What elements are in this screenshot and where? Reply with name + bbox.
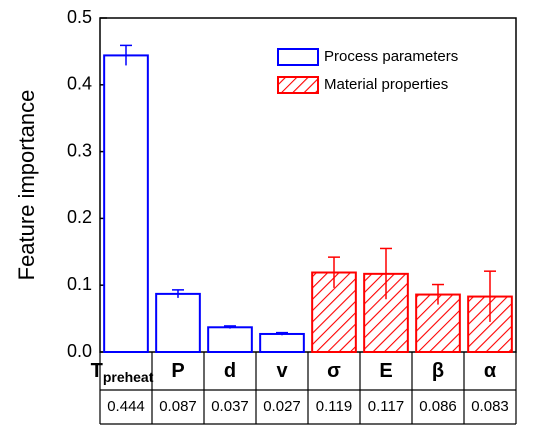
x-tick-label: Tpreheat bbox=[91, 360, 154, 384]
y-axis-label: Feature importance bbox=[14, 90, 39, 281]
x-tick-label: β bbox=[432, 360, 444, 382]
legend-label: Material properties bbox=[324, 76, 448, 93]
y-tick-label: 0.0 bbox=[67, 341, 92, 361]
x-tick-label: σ bbox=[327, 360, 341, 382]
table-value: 0.119 bbox=[316, 398, 352, 415]
y-tick-label: 0.2 bbox=[67, 207, 92, 227]
category-label: E bbox=[379, 360, 392, 382]
legend-label: Process parameters bbox=[324, 48, 458, 65]
bar bbox=[207, 326, 253, 353]
category-label: β bbox=[432, 360, 444, 382]
category-label: d bbox=[224, 360, 236, 382]
x-tick-label: d bbox=[224, 360, 236, 382]
bar bbox=[259, 332, 305, 353]
table-value: 0.086 bbox=[419, 398, 457, 415]
y-tick-label: 0.5 bbox=[67, 7, 92, 27]
legend-swatch bbox=[277, 48, 319, 66]
legend-swatch bbox=[277, 76, 319, 94]
x-tick-label: α bbox=[484, 360, 497, 382]
table-value: 0.083 bbox=[471, 398, 509, 415]
category-label: α bbox=[484, 360, 497, 382]
category-label: σ bbox=[327, 360, 341, 382]
category-subscript: preheat bbox=[103, 369, 154, 385]
category-label: P bbox=[171, 360, 184, 382]
y-tick-label: 0.3 bbox=[67, 140, 92, 160]
bar bbox=[155, 292, 201, 354]
table-value: 0.087 bbox=[159, 398, 197, 415]
x-tick-label: P bbox=[171, 360, 184, 382]
y-tick-label: 0.1 bbox=[67, 274, 92, 294]
y-tick-label: 0.4 bbox=[67, 74, 92, 94]
category-label: T bbox=[91, 360, 103, 382]
category-label: v bbox=[276, 360, 288, 382]
table-value: 0.037 bbox=[211, 398, 249, 415]
table-value: 0.117 bbox=[368, 398, 404, 415]
x-tick-label: v bbox=[276, 360, 288, 382]
table-value: 0.027 bbox=[263, 398, 301, 415]
bar bbox=[103, 54, 149, 354]
table-value: 0.444 bbox=[107, 398, 145, 415]
x-tick-label: E bbox=[379, 360, 392, 382]
